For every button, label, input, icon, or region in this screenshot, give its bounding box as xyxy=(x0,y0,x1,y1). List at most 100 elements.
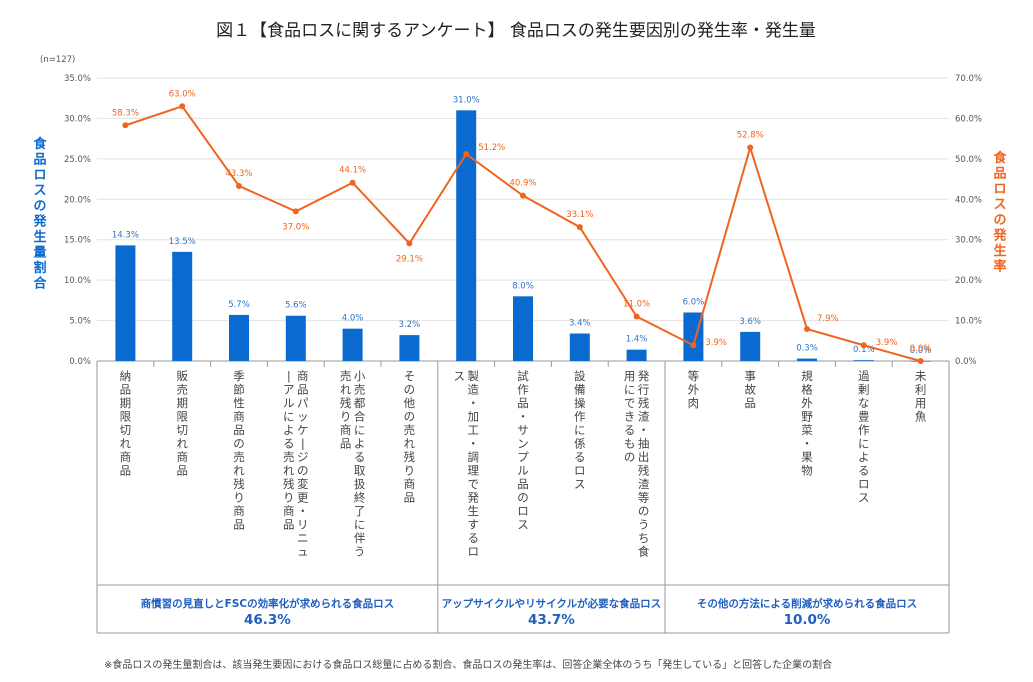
rate-value-label: 29.1% xyxy=(396,254,423,264)
right-axis-label-char: ス xyxy=(993,198,1006,213)
category-char: 作 xyxy=(574,410,586,424)
rate-point xyxy=(463,151,470,158)
rate-point xyxy=(690,342,697,349)
left-axis-title: 食品ロスの発生量割合 xyxy=(32,136,47,292)
category-char: 豊 xyxy=(858,410,870,424)
category-char: 売 xyxy=(233,450,245,464)
category-char: 終 xyxy=(354,491,366,505)
group-label-3: その他の方法による削減が求められる食品ロス xyxy=(697,597,917,610)
left-tick-label: 5.0% xyxy=(69,317,91,327)
bar xyxy=(399,335,420,361)
left-tick-label: 30.0% xyxy=(64,114,91,124)
rate-point xyxy=(633,313,640,320)
rate-point xyxy=(860,342,867,349)
bar-value-label: 1.4% xyxy=(626,335,648,345)
category-char: 品 xyxy=(404,491,416,505)
category-char: 品 xyxy=(120,383,132,397)
bar-value-label: 4.0% xyxy=(342,314,364,324)
category-char: 作 xyxy=(517,383,529,397)
category-char: 性 xyxy=(233,396,245,410)
bar-value-label: 13.5% xyxy=(169,237,196,247)
rate-point xyxy=(122,122,129,129)
category-char: 販 xyxy=(176,369,188,383)
category-char: ス xyxy=(858,491,870,505)
rate-value-label: 3.9% xyxy=(876,338,898,348)
left-axis-label-char: 量 xyxy=(33,246,46,261)
left-axis-label-char: 割 xyxy=(33,260,46,276)
category-char: よ xyxy=(283,423,295,437)
category-char: の xyxy=(404,410,416,424)
category-char: 合 xyxy=(354,410,366,424)
category-char: 品 xyxy=(233,518,245,532)
left-tick-label: 10.0% xyxy=(64,276,91,286)
right-tick-label: 20.0% xyxy=(955,276,982,286)
category-char: に xyxy=(354,518,366,532)
category-char: 用 xyxy=(624,369,636,383)
bar-value-label: 0.0% xyxy=(910,346,932,356)
rate-point xyxy=(804,326,810,333)
category-char: 発 xyxy=(638,369,650,383)
category-char: に xyxy=(283,410,295,424)
category-char: れ xyxy=(340,383,352,397)
bar xyxy=(797,358,817,361)
left-axis-label-char: 生 xyxy=(33,229,46,245)
category-char: 残 xyxy=(404,450,416,464)
category-char: | xyxy=(301,437,305,451)
category-char: 商 xyxy=(233,410,245,424)
category-char: よ xyxy=(858,450,870,464)
category-char: 設 xyxy=(574,369,586,383)
category-char: 期 xyxy=(120,396,132,410)
category-char: 果 xyxy=(801,450,813,464)
right-axis-label-char: 食 xyxy=(993,150,1007,166)
right-axis-label-char: ロ xyxy=(993,182,1006,197)
category-char: れ xyxy=(176,437,188,451)
category-char: り xyxy=(233,491,245,505)
category-char: な xyxy=(858,396,870,410)
left-axis-label-char: 合 xyxy=(33,276,47,292)
category-char: 商 xyxy=(283,504,295,518)
category-char: そ xyxy=(404,369,416,383)
category-char: れ xyxy=(283,464,295,478)
category-char: 扱 xyxy=(354,477,366,491)
right-axis-label: 食品ロスの発生率 xyxy=(992,150,1007,275)
rate-value-label: 7.9% xyxy=(817,314,839,324)
category-char: ロ xyxy=(517,504,529,518)
category-char: 限 xyxy=(176,410,188,424)
category-char: 商 xyxy=(120,450,132,464)
category-char: る xyxy=(467,531,479,545)
category-char: ロ xyxy=(574,464,586,478)
left-axis-label-char: の xyxy=(33,199,46,214)
rate-point xyxy=(917,358,924,364)
bar xyxy=(853,360,874,361)
category-char: 発 xyxy=(467,491,479,505)
category-char: き xyxy=(624,410,636,424)
category-char: 残 xyxy=(638,464,650,478)
category-char: に xyxy=(354,423,366,437)
category-char: プ xyxy=(517,450,529,464)
rate-point xyxy=(292,208,299,215)
category-char: 生 xyxy=(467,504,479,518)
category-char: ・ xyxy=(297,504,309,518)
rate-value-label: 40.9% xyxy=(509,179,536,189)
bar xyxy=(229,314,249,361)
category-char: る xyxy=(858,464,870,478)
category-char: ロ xyxy=(858,477,870,491)
category-char: 売 xyxy=(283,450,295,464)
category-char: 期 xyxy=(176,396,188,410)
right-tick-label: 40.0% xyxy=(955,195,982,205)
category-char: 等 xyxy=(688,369,700,383)
category-char: 操 xyxy=(574,396,586,410)
category-char: 限 xyxy=(120,410,132,424)
category-char: 商 xyxy=(340,423,352,437)
bar-series xyxy=(115,110,931,362)
rate-line-series xyxy=(122,103,924,364)
group-label-1: 商慣習の見直しとFSCの効率化が求められる食品ロス xyxy=(141,597,394,610)
rate-value-label: 52.8% xyxy=(737,131,764,141)
